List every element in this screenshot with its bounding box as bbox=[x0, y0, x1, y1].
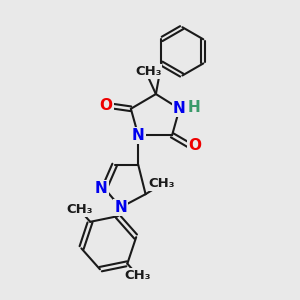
Text: O: O bbox=[188, 138, 202, 153]
Text: N: N bbox=[173, 101, 186, 116]
Text: O: O bbox=[99, 98, 112, 113]
Text: CH₃: CH₃ bbox=[125, 269, 152, 282]
Text: N: N bbox=[132, 128, 145, 143]
Text: CH₃: CH₃ bbox=[135, 65, 162, 78]
Text: CH₃: CH₃ bbox=[148, 177, 175, 190]
Text: H: H bbox=[187, 100, 200, 115]
Text: N: N bbox=[114, 200, 127, 215]
Text: N: N bbox=[95, 181, 108, 196]
Text: CH₃: CH₃ bbox=[66, 203, 93, 216]
